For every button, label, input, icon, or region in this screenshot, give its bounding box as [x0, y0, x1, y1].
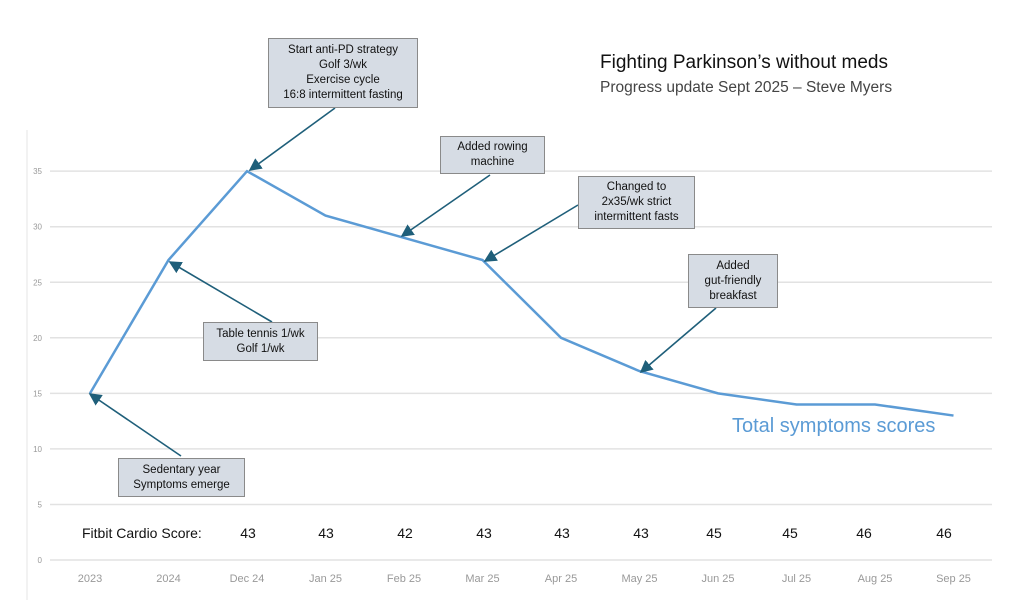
annotation-box: Table tennis 1/wk Golf 1/wk — [203, 322, 318, 361]
annotation-line: 16:8 intermittent fasting — [283, 89, 403, 101]
annotation-line: machine — [470, 156, 515, 168]
x-tick-label: Jan 25 — [309, 573, 342, 585]
x-tick-label: May 25 — [621, 573, 657, 585]
annotation-line: Symptoms emerge — [133, 478, 230, 491]
annotation-line: Changed to — [606, 181, 667, 193]
annotation-line: Added — [716, 259, 750, 272]
x-tick-label: Sep 25 — [936, 573, 971, 585]
x-tick-label: Mar 25 — [465, 573, 499, 585]
fitbit-score: 43 — [240, 525, 256, 541]
annotation-arrow — [88, 393, 182, 457]
fitbit-score: 45 — [706, 525, 722, 541]
x-tick-label: Dec 24 — [230, 573, 265, 585]
x-tick-label: Jun 25 — [701, 573, 734, 585]
chart-title: Fighting Parkinson’s without meds — [600, 52, 888, 73]
annotation-arrow — [639, 307, 717, 374]
annotation-arrow — [248, 107, 336, 171]
annotation-arrow — [483, 204, 579, 262]
annotation-line: Golf 3/wk — [319, 59, 367, 71]
fitbit-label: Fitbit Cardio Score: — [82, 525, 202, 541]
y-tick-label: 10 — [33, 445, 42, 454]
fitbit-score: 46 — [936, 525, 952, 541]
x-tick-label: Apr 25 — [545, 573, 577, 585]
annotation-arrow — [400, 174, 491, 237]
y-tick-label: 15 — [33, 389, 42, 398]
fitbit-score: 43 — [633, 525, 649, 541]
annotation-box: Added gut-friendly breakfast — [688, 254, 778, 308]
y-tick-label: 5 — [38, 500, 43, 509]
annotation-box: Added rowing machine — [440, 136, 545, 174]
y-tick-label: 35 — [33, 167, 42, 176]
x-tick-label: 2023 — [78, 573, 102, 585]
fitbit-score: 42 — [397, 525, 413, 541]
fitbit-score: 43 — [476, 525, 492, 541]
fitbit-score: 43 — [554, 525, 570, 541]
annotation-line: intermittent fasts — [594, 211, 679, 223]
annotation-arrow — [168, 261, 273, 323]
y-tick-label: 0 — [38, 556, 43, 565]
fitbit-score: 46 — [856, 525, 872, 541]
chart-subtitle: Progress update Sept 2025 – Steve Myers — [600, 79, 893, 96]
annotation-line: Exercise cycle — [306, 74, 380, 86]
annotation-box: Changed to 2x35/wk strict intermittent fas… — [578, 176, 695, 229]
annotation-line: gut-friendly — [704, 274, 762, 287]
x-tick-label: Feb 25 — [387, 573, 421, 585]
annotation-line: 2x35/wk strict — [601, 196, 672, 208]
x-tick-label: 2024 — [156, 573, 180, 585]
fitbit-score: 43 — [318, 525, 334, 541]
y-tick-label: 20 — [33, 334, 42, 343]
annotation-line: Golf 1/wk — [236, 342, 285, 355]
annotation-line: Sedentary year — [142, 463, 221, 476]
annotation-line: Start anti-PD strategy — [288, 44, 398, 56]
annotation-box: Start anti-PD strategy Golf 3/wk Exercise … — [268, 38, 418, 108]
annotation-line: breakfast — [709, 289, 757, 302]
x-tick-label: Aug 25 — [858, 573, 893, 585]
y-tick-label: 30 — [33, 223, 42, 232]
fitbit-score: 45 — [782, 525, 798, 541]
annotation-line: Added rowing — [457, 141, 528, 153]
x-tick-label: Jul 25 — [782, 573, 811, 585]
series-line — [88, 169, 954, 417]
annotation-line: Table tennis 1/wk — [216, 327, 305, 340]
series-label: Total symptoms scores — [732, 415, 936, 437]
annotation-box: Sedentary year Symptoms emerge — [118, 458, 245, 497]
y-tick-label: 25 — [33, 278, 42, 287]
